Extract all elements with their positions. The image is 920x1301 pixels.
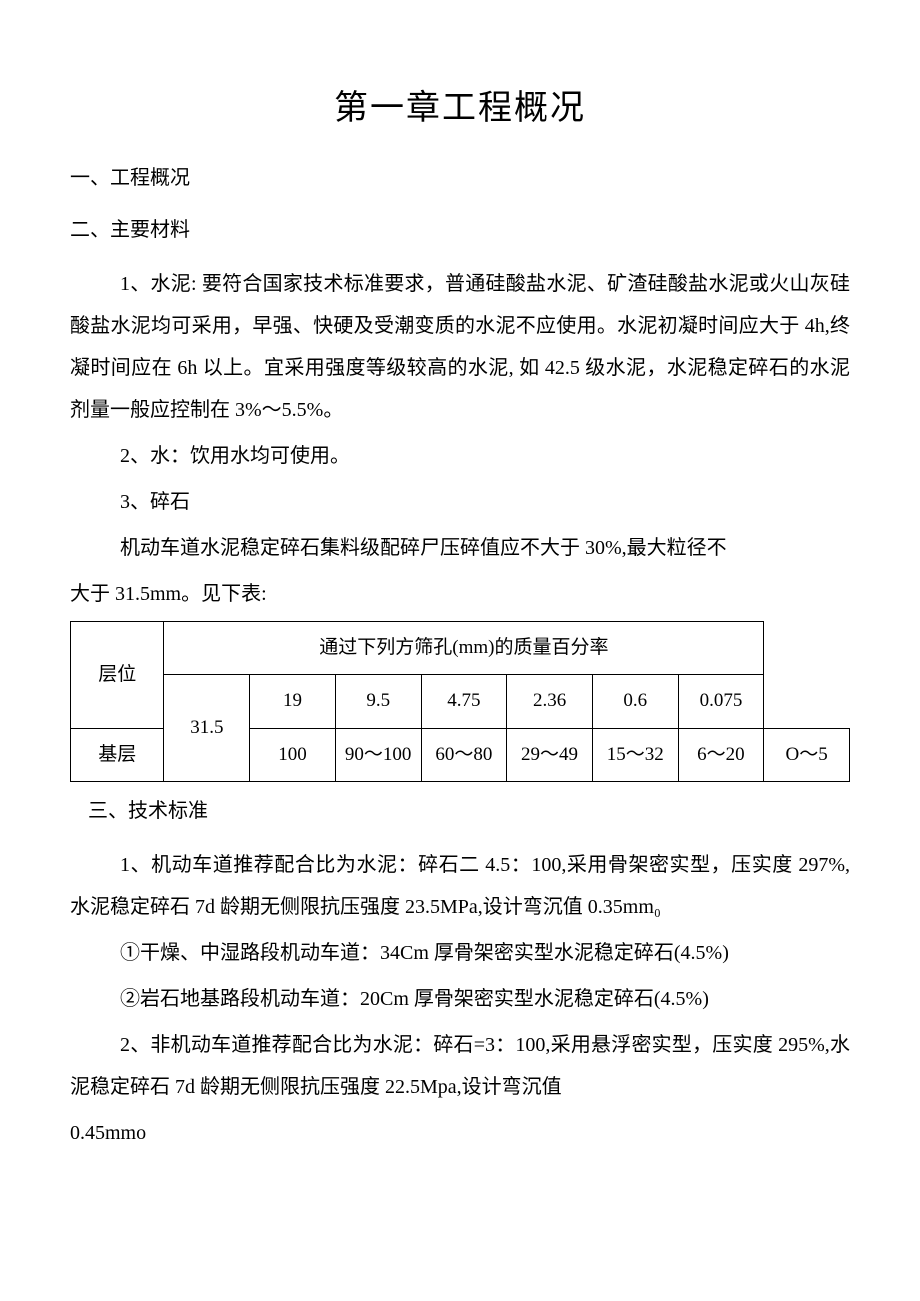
cell-9-5: 60～80: [421, 728, 507, 781]
paragraph-tech-1b: ②岩石地基路段机动车道：20Cm 厚骨架密实型水泥稳定碎石(4.5%): [70, 978, 850, 1020]
paragraph-tech-1: 1、机动车道推荐配合比为水泥：碎石二 4.5：100,采用骨架密实型，压实度 2…: [70, 844, 850, 928]
col-19: 19: [250, 675, 336, 728]
col-9-5: 9.5: [335, 675, 421, 728]
cell-0-075: O～5: [764, 728, 850, 781]
table-header-row-1: 层位 通过下列方筛孔(mm)的质量百分率: [71, 622, 850, 675]
section-2-heading: 二、主要材料: [70, 211, 850, 249]
paragraph-tech-1a: ①干燥、中湿路段机动车道：34Cm 厚骨架密实型水泥稳定碎石(4.5%): [70, 932, 850, 974]
cell-0-6: 6～20: [678, 728, 764, 781]
col-4-75: 4.75: [421, 675, 507, 728]
cell-4-75: 29～49: [507, 728, 593, 781]
col-2-36: 2.36: [507, 675, 593, 728]
paragraph-water: 2、水：饮用水均可使用。: [70, 435, 850, 477]
chapter-title: 第一章工程概况: [70, 80, 850, 129]
paragraph-tech-2b: 0.45mmo: [70, 1112, 850, 1154]
paragraph-gravel-body: 机动车道水泥稳定碎石集料级配碎尸压碎值应不大于 30%,最大粒径不: [70, 527, 850, 569]
section-1-heading: 一、工程概况: [70, 159, 850, 197]
gradation-table-wrap: 层位 通过下列方筛孔(mm)的质量百分率 31.5 19 9.5 4.75 2.…: [70, 621, 850, 782]
paragraph-tech-2: 2、非机动车道推荐配合比为水泥：碎石=3：100,采用悬浮密实型，压实度 295…: [70, 1024, 850, 1108]
paragraph-cement: 1、水泥: 要符合国家技术标准要求，普通硅酸盐水泥、矿渣硅酸盐水泥或火山灰硅酸盐…: [70, 263, 850, 431]
header-title: 通过下列方筛孔(mm)的质量百分率: [164, 622, 764, 675]
cell-19: 90～100: [335, 728, 421, 781]
cell-2-36: 15～32: [592, 728, 678, 781]
col-0-075: 0.075: [678, 675, 764, 728]
table-header-row-2: 31.5 19 9.5 4.75 2.36 0.6 0.075: [71, 675, 850, 728]
col-31-5: 31.5: [164, 675, 250, 782]
col-0-6: 0.6: [592, 675, 678, 728]
paragraph-gravel-label: 3、碎石: [70, 481, 850, 523]
document-page: 第一章工程概况 一、工程概况 二、主要材料 1、水泥: 要符合国家技术标准要求，…: [0, 0, 920, 1218]
paragraph-gravel-body2: 大于 31.5mm。见下表:: [70, 573, 850, 615]
row-label: 基层: [71, 728, 164, 781]
gradation-table: 层位 通过下列方筛孔(mm)的质量百分率 31.5 19 9.5 4.75 2.…: [70, 621, 850, 782]
section-3-heading: 三、技术标准: [88, 792, 850, 830]
header-layer: 层位: [71, 622, 164, 729]
cell-31-5: 100: [250, 728, 336, 781]
